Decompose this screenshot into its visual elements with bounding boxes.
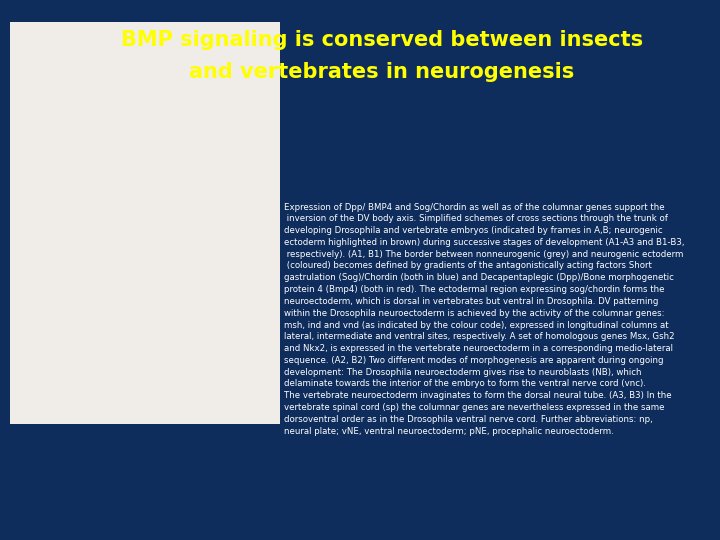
FancyBboxPatch shape bbox=[10, 22, 280, 424]
Text: Expression of Dpp/ BMP4 and Sog/Chordin as well as of the columnar genes support: Expression of Dpp/ BMP4 and Sog/Chordin … bbox=[284, 202, 685, 436]
Text: BMP signaling is conserved between insects: BMP signaling is conserved between insec… bbox=[120, 30, 643, 50]
Text: and vertebrates in neurogenesis: and vertebrates in neurogenesis bbox=[189, 62, 575, 82]
